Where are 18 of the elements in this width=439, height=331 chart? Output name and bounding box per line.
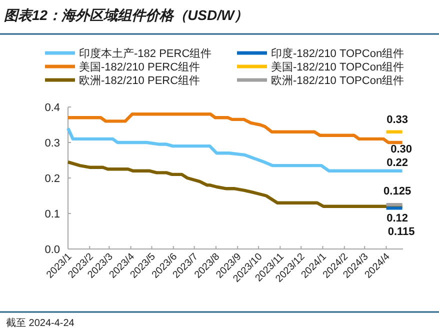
legend-label: 美国-182/210 PERC组件: [79, 60, 200, 74]
title: 图表12：海外区域组件价格（USD/W）: [4, 7, 248, 23]
legend-label: 欧洲-182/210 PERC组件: [79, 74, 200, 87]
y-tick-label: 0.2: [44, 173, 60, 185]
legend-label: 美国-182/210 TOPCon组件: [271, 60, 404, 74]
y-tick-label: 0.4: [44, 102, 60, 114]
text: 截至 2024-4-24: [6, 317, 75, 329]
y-tick-label: 0.0: [44, 244, 60, 256]
data-label: 0.22: [386, 156, 408, 169]
y-tick-label: 0.1: [44, 208, 60, 220]
data-label: 0.30: [390, 144, 412, 156]
data-label: 0.115: [388, 226, 415, 238]
data-label: 0.12: [386, 212, 408, 224]
legend-label: 印度本土产-182 PERC组件: [79, 47, 212, 60]
y-tick-label: 0.3: [44, 138, 60, 150]
data-label: 0.125: [384, 186, 412, 198]
legend-label: 印度-182/210 TOPCon组件: [271, 47, 404, 60]
legend-label: 欧洲-182/210 TOPCon组件: [271, 74, 404, 87]
